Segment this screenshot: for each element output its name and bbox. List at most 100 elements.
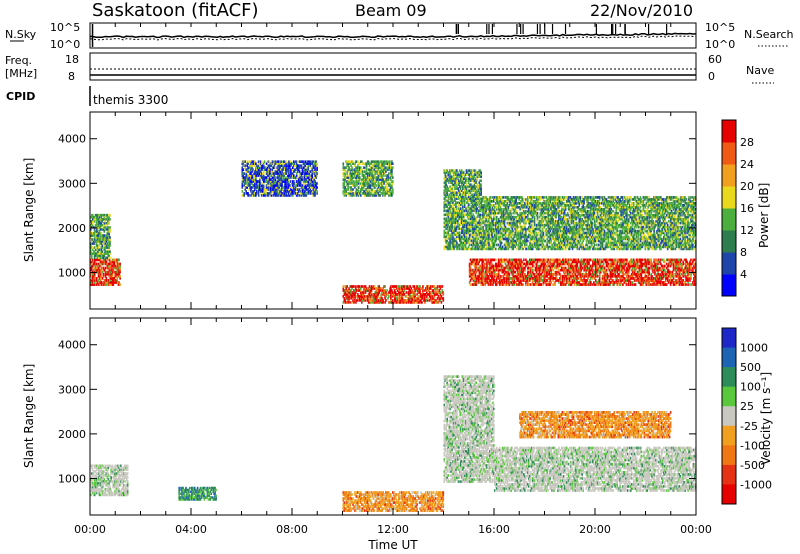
power-cell <box>393 301 395 304</box>
power-cell <box>446 177 448 180</box>
power-cell <box>381 291 383 294</box>
power-cell <box>357 285 359 288</box>
power-cell <box>451 171 453 174</box>
power-cell <box>347 168 349 171</box>
power-cell <box>99 254 102 257</box>
power-cell <box>462 197 465 200</box>
power-cell <box>442 299 445 302</box>
power-cell <box>105 228 107 231</box>
power-cell <box>443 223 446 227</box>
power-cell <box>368 172 371 175</box>
power-cell <box>273 182 276 185</box>
power-cell <box>93 215 96 219</box>
power-cell <box>382 182 384 185</box>
power-cell <box>262 176 265 179</box>
power-cell <box>306 166 309 169</box>
power-cell <box>417 297 419 300</box>
power-cell <box>269 188 272 191</box>
power-cell <box>375 289 378 292</box>
power-cell <box>432 297 435 300</box>
power-cell <box>271 180 274 183</box>
power-cell <box>289 186 291 189</box>
power-cell <box>98 283 101 286</box>
nsearch-tick-top: 10^5 <box>705 21 735 34</box>
power-cell <box>273 162 276 165</box>
power-cell <box>428 293 431 296</box>
power-cell <box>343 166 346 169</box>
power-cell <box>281 194 283 197</box>
power-cell <box>308 170 311 173</box>
power-cell <box>382 172 384 175</box>
power-cell <box>262 166 265 169</box>
power-cell <box>376 188 379 191</box>
power-cell <box>262 172 265 175</box>
power-cell <box>409 293 412 296</box>
power-cell <box>278 166 280 169</box>
power-cell <box>459 217 461 221</box>
power-cell <box>345 295 347 298</box>
power-cell <box>414 299 416 302</box>
power-cell <box>308 174 311 177</box>
power-cell <box>257 186 259 189</box>
power-cell <box>253 164 255 167</box>
power-cell <box>259 172 261 175</box>
power-cell <box>301 160 304 163</box>
power-cell <box>109 250 111 253</box>
power-cell <box>99 238 102 241</box>
power-cell <box>301 172 304 175</box>
power-cell <box>261 172 264 175</box>
power-cell <box>386 174 388 177</box>
power-cell <box>436 289 439 292</box>
power-cell <box>453 169 455 172</box>
power-cell <box>385 188 387 191</box>
power-cell <box>292 174 294 177</box>
power-cell <box>370 289 373 292</box>
power-cell <box>452 205 454 208</box>
power-cell <box>266 174 269 177</box>
power-cell <box>421 297 423 300</box>
power-cell <box>251 170 253 173</box>
power-cell <box>450 205 452 208</box>
power-cell <box>270 162 273 165</box>
power-cell <box>95 222 98 225</box>
power-cell <box>357 182 359 185</box>
power-cell <box>314 194 316 197</box>
power-cell <box>266 164 269 167</box>
power-cell <box>293 186 295 189</box>
power-cell <box>246 178 248 181</box>
power-cell <box>256 180 258 183</box>
power-cell <box>377 184 380 187</box>
power-cell <box>382 289 384 292</box>
power-cell <box>266 172 269 175</box>
power-cell <box>345 160 347 163</box>
power-cell <box>288 168 290 171</box>
power-cell <box>410 301 413 304</box>
power-cell <box>274 160 277 163</box>
power-cell <box>291 190 293 193</box>
power-cell <box>363 287 366 290</box>
power-cell <box>112 266 115 270</box>
power-cell <box>356 160 358 163</box>
power-cell <box>347 188 349 191</box>
power-cell <box>271 184 274 187</box>
power-cell <box>302 160 305 163</box>
power-cell <box>455 201 457 204</box>
power-cell <box>462 227 465 231</box>
power-cell <box>288 184 290 187</box>
power-cell <box>462 201 464 204</box>
power-cell <box>384 172 386 175</box>
power-cell <box>451 247 453 251</box>
power-cell <box>290 170 292 173</box>
power-cell <box>309 170 312 173</box>
power-cell <box>462 237 465 241</box>
power-cell <box>403 287 406 290</box>
power-cell <box>390 164 392 167</box>
power-cell <box>462 193 464 196</box>
power-cell <box>246 176 248 179</box>
power-cell <box>93 272 96 276</box>
power-cell <box>308 186 311 189</box>
power-cell <box>356 174 358 177</box>
power-cell <box>376 291 379 294</box>
power-cell <box>460 223 462 227</box>
power-cell <box>352 293 354 296</box>
